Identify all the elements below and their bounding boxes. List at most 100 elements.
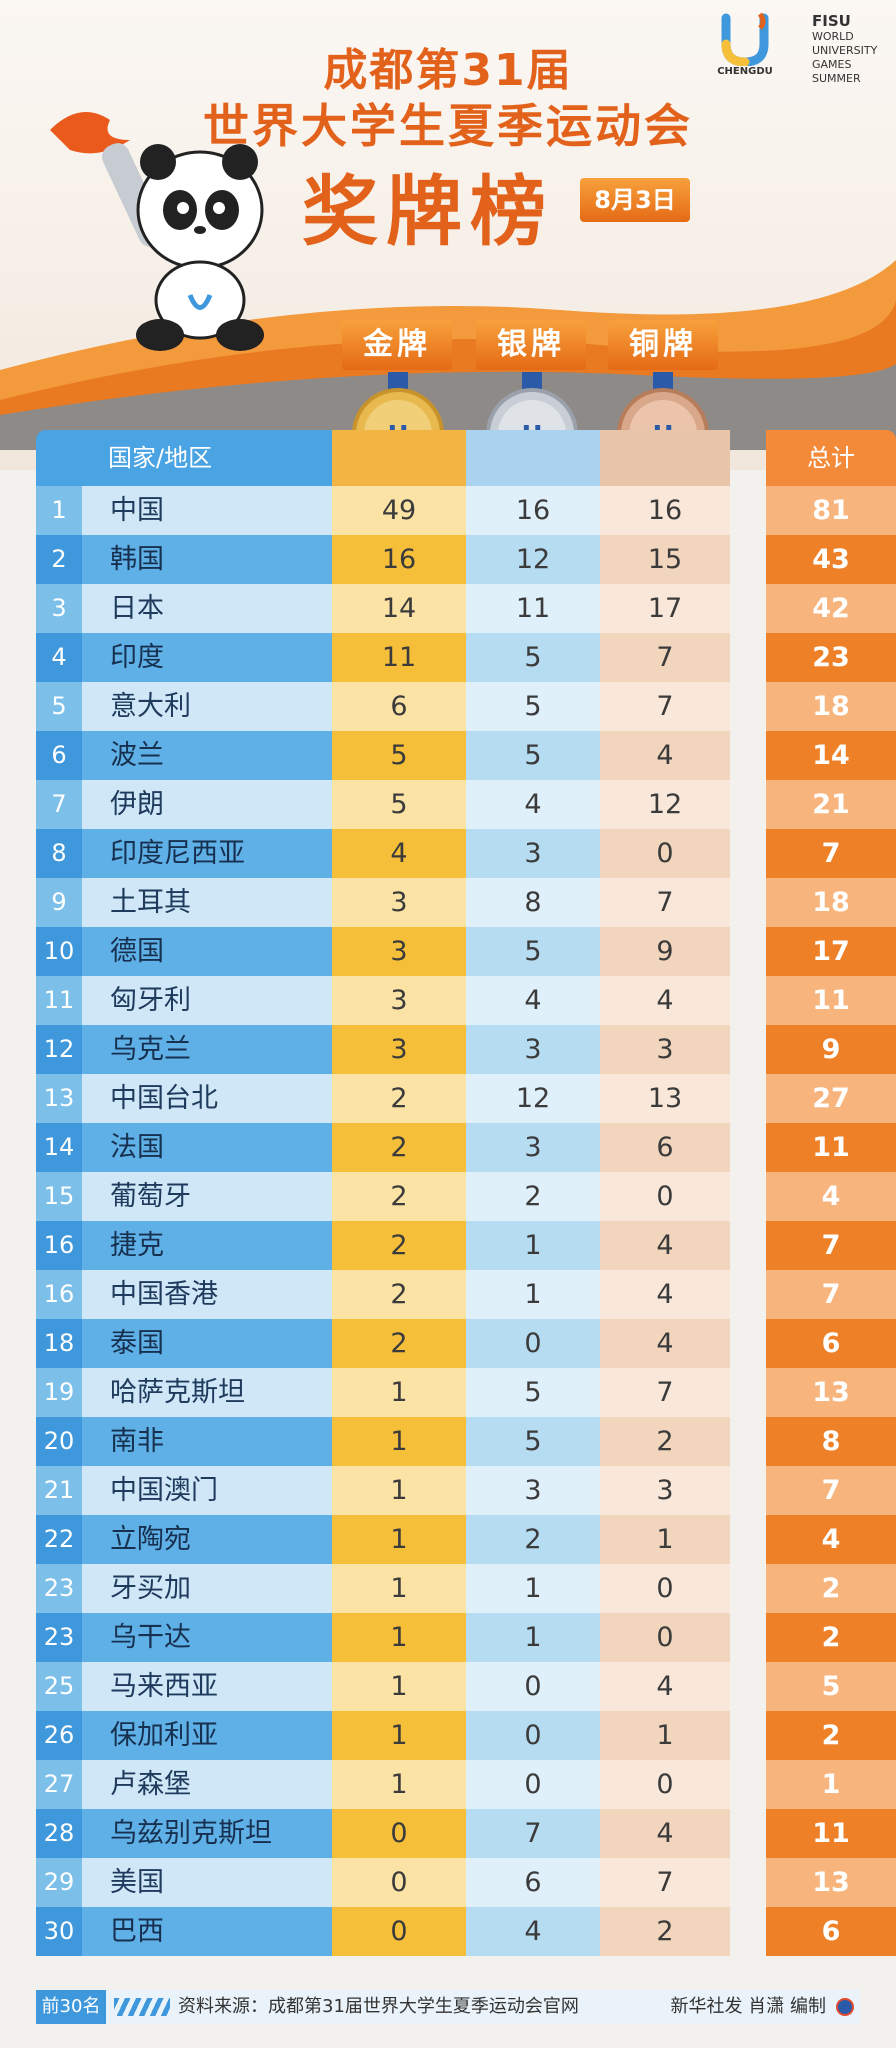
table-row: 19 哈萨克斯坦 1 5 7 13	[36, 1368, 896, 1417]
total-cell: 6	[766, 1907, 896, 1956]
table-row: 15 葡萄牙 2 2 0 4	[36, 1172, 896, 1221]
silver-cell: 1	[466, 1564, 600, 1613]
silver-cell: 0	[466, 1760, 600, 1809]
gold-cell: 2	[332, 1221, 466, 1270]
gap-cell	[730, 927, 766, 976]
gold-cell: 5	[332, 731, 466, 780]
country-cell: 保加利亚	[82, 1711, 332, 1760]
gap-cell	[730, 1711, 766, 1760]
bronze-cell: 3	[600, 1025, 730, 1074]
silver-cell: 16	[466, 486, 600, 535]
table-row: 14 法国 2 3 6 11	[36, 1123, 896, 1172]
bronze-cell: 15	[600, 535, 730, 584]
table-row: 16 中国香港 2 1 4 7	[36, 1270, 896, 1319]
country-cell: 土耳其	[82, 878, 332, 927]
rank-cell: 18	[36, 1319, 82, 1368]
country-cell: 中国澳门	[82, 1466, 332, 1515]
total-cell: 9	[766, 1025, 896, 1074]
total-cell: 13	[766, 1368, 896, 1417]
bronze-cell: 4	[600, 1221, 730, 1270]
table-row: 25 马来西亚 1 0 4 5	[36, 1662, 896, 1711]
country-cell: 葡萄牙	[82, 1172, 332, 1221]
country-cell: 泰国	[82, 1319, 332, 1368]
footer-bar: 前30名 资料来源：成都第31届世界大学生夏季运动会官网 新华社发 肖潇 编制	[36, 1990, 860, 2024]
table-row: 11 匈牙利 3 4 4 11	[36, 976, 896, 1025]
bronze-cell: 2	[600, 1417, 730, 1466]
gold-cell: 3	[332, 878, 466, 927]
total-cell: 6	[766, 1319, 896, 1368]
rank-cell: 23	[36, 1564, 82, 1613]
rank-cell: 26	[36, 1711, 82, 1760]
rank-cell: 27	[36, 1760, 82, 1809]
total-cell: 4	[766, 1172, 896, 1221]
bronze-cell: 0	[600, 829, 730, 878]
country-cell: 韩国	[82, 535, 332, 584]
gold-cell: 3	[332, 976, 466, 1025]
gap-cell	[730, 1760, 766, 1809]
total-cell: 11	[766, 1123, 896, 1172]
gap-cell	[730, 682, 766, 731]
gold-cell: 16	[332, 535, 466, 584]
country-cell: 卢森堡	[82, 1760, 332, 1809]
silver-cell: 5	[466, 1368, 600, 1417]
table-row: 5 意大利 6 5 7 18	[36, 682, 896, 731]
rank-cell: 19	[36, 1368, 82, 1417]
silver-cell: 1	[466, 1270, 600, 1319]
fisu-logo: FISU WORLD UNIVERSITY GAMES SUMMER	[812, 14, 877, 86]
silver-cell: 8	[466, 878, 600, 927]
country-cell: 立陶宛	[82, 1515, 332, 1564]
gap-cell	[730, 1123, 766, 1172]
silver-cell: 4	[466, 1907, 600, 1956]
rank-cell: 13	[36, 1074, 82, 1123]
bronze-cell: 7	[600, 633, 730, 682]
country-cell: 美国	[82, 1858, 332, 1907]
country-cell: 意大利	[82, 682, 332, 731]
total-cell: 17	[766, 927, 896, 976]
country-cell: 法国	[82, 1123, 332, 1172]
table-row: 29 美国 0 6 7 13	[36, 1858, 896, 1907]
credit-text: 新华社发 肖潇 编制	[670, 1996, 826, 2017]
top-30-label: 前30名	[36, 1990, 106, 2024]
fisu-line: UNIVERSITY	[812, 44, 878, 57]
country-cell: 波兰	[82, 731, 332, 780]
gap-cell	[730, 1319, 766, 1368]
panda-mascot-image	[50, 112, 264, 351]
bronze-cell: 0	[600, 1760, 730, 1809]
silver-cell: 0	[466, 1319, 600, 1368]
country-cell: 印度尼西亚	[82, 829, 332, 878]
medal-table: 国家/地区 总计 1 中国 49 16 16 81 2 韩国 16 12 15 43 3 日本 14 11 17…	[36, 430, 896, 1956]
country-cell: 中国台北	[82, 1074, 332, 1123]
bronze-cell: 4	[600, 1270, 730, 1319]
rank-cell: 28	[36, 1809, 82, 1858]
bronze-cell: 13	[600, 1074, 730, 1123]
rank-cell: 12	[36, 1025, 82, 1074]
gap-cell	[730, 1515, 766, 1564]
gold-cell: 1	[332, 1515, 466, 1564]
silver-cell: 12	[466, 535, 600, 584]
silver-cell: 1	[466, 1613, 600, 1662]
silver-cell: 2	[466, 1172, 600, 1221]
rank-cell: 8	[36, 829, 82, 878]
gap-cell	[730, 1172, 766, 1221]
country-cell: 匈牙利	[82, 976, 332, 1025]
title-line-1: 成都第31届	[323, 45, 573, 96]
rank-cell: 11	[36, 976, 82, 1025]
rank-cell: 21	[36, 1466, 82, 1515]
rank-cell: 7	[36, 780, 82, 829]
silver-cell: 5	[466, 731, 600, 780]
gap-cell	[730, 829, 766, 878]
table-row: 30 巴西 0 4 2 6	[36, 1907, 896, 1956]
gap-cell	[730, 535, 766, 584]
table-row: 18 泰国 2 0 4 6	[36, 1319, 896, 1368]
table-row: 23 乌干达 1 1 0 2	[36, 1613, 896, 1662]
bronze-cell: 7	[600, 1858, 730, 1907]
gap-cell	[730, 1564, 766, 1613]
total-cell: 7	[766, 1221, 896, 1270]
col-total-header: 总计	[766, 430, 896, 486]
silver-cell: 3	[466, 1123, 600, 1172]
total-cell: 21	[766, 780, 896, 829]
xinhua-logo-icon	[836, 1998, 854, 2016]
gold-cell: 2	[332, 1172, 466, 1221]
total-cell: 23	[766, 633, 896, 682]
gap-cell	[730, 633, 766, 682]
